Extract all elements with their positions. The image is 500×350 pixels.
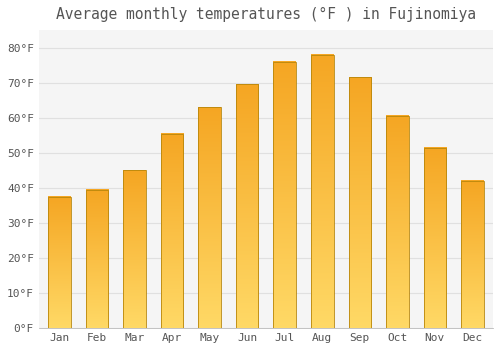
Bar — [424, 148, 446, 328]
Bar — [348, 77, 371, 328]
Bar — [386, 116, 408, 328]
Bar — [198, 107, 221, 328]
Bar — [124, 170, 146, 328]
Bar — [86, 190, 108, 328]
Bar — [274, 62, 296, 328]
Bar — [161, 134, 184, 328]
Bar — [48, 197, 70, 328]
Title: Average monthly temperatures (°F ) in Fujinomiya: Average monthly temperatures (°F ) in Fu… — [56, 7, 476, 22]
Bar — [311, 55, 334, 328]
Bar — [461, 181, 483, 328]
Bar — [236, 84, 258, 328]
